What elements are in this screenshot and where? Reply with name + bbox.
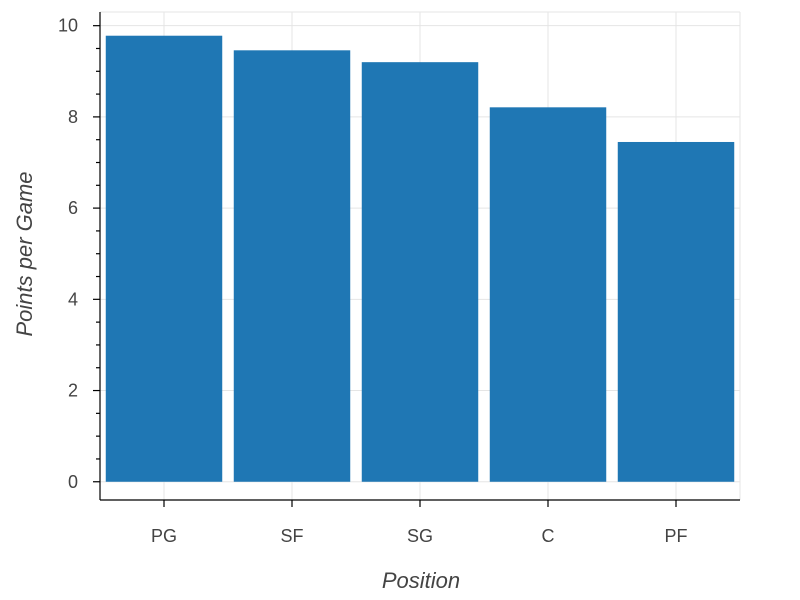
y-tick-label: 8 <box>68 107 78 127</box>
bar-c <box>489 107 607 482</box>
x-axis-title: Position <box>382 568 460 593</box>
x-tick-label: SG <box>407 526 433 546</box>
x-tick-label: SF <box>280 526 303 546</box>
x-tick-label: C <box>542 526 555 546</box>
y-axis-title: Points per Game <box>12 171 37 336</box>
y-tick-label: 2 <box>68 381 78 401</box>
axes <box>93 12 740 507</box>
y-tick-label: 10 <box>58 16 78 36</box>
tick-labels: 0 2 4 6 8 10 PG SF SG C PF <box>58 16 688 546</box>
y-tick-label: 6 <box>68 198 78 218</box>
x-tick-label: PF <box>664 526 687 546</box>
bar-pf <box>617 141 735 482</box>
y-tick-label: 0 <box>68 472 78 492</box>
bar-sf <box>233 50 351 482</box>
y-tick-label: 4 <box>68 289 78 309</box>
x-tick-label: PG <box>151 526 177 546</box>
bar-sg <box>361 62 479 482</box>
bar-pg <box>105 35 223 482</box>
bars <box>105 35 735 482</box>
